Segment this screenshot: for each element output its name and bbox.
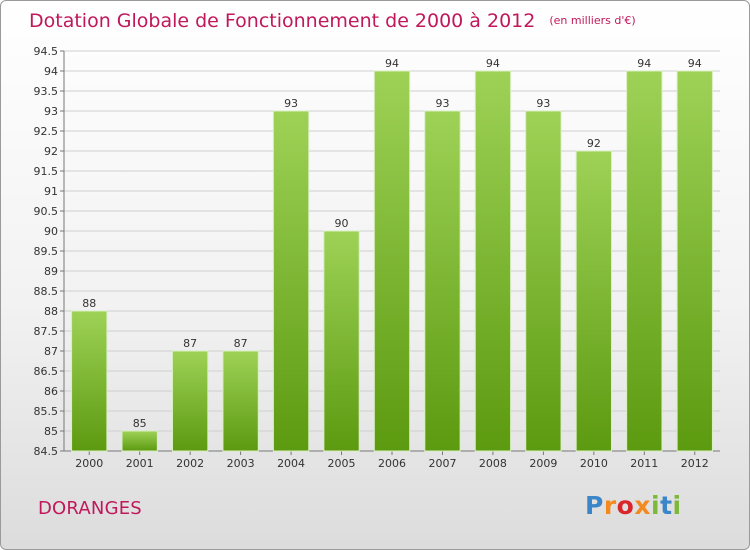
y-tick-label: 90 [44,225,58,238]
bar-2008 [474,70,512,452]
y-tick-label: 88.5 [34,285,59,298]
bar-2007 [424,110,461,452]
bar-2005 [323,230,360,452]
chart-unit: (en milliers d'€) [549,14,636,27]
x-tick-label: 2000 [75,457,103,470]
data-label-2005: 90 [335,217,349,230]
x-tick-label: 2012 [681,457,709,470]
x-tick-label: 2007 [428,457,456,470]
data-label-2010: 92 [587,137,601,150]
bar-2006 [373,70,411,452]
y-tick-label: 86.5 [34,365,59,378]
bar-2002 [171,350,209,452]
y-tick-label: 84.5 [34,445,59,458]
commune-name: DORANGES [38,498,142,519]
y-tick-label: 91.5 [34,165,59,178]
bar-2009 [525,110,562,452]
bar-2011 [626,70,663,452]
y-tick-label: 89 [44,265,58,278]
bar-2000 [71,310,108,452]
data-label-2012: 94 [688,57,702,70]
data-label-2000: 88 [82,297,96,310]
bar-2004 [272,110,310,452]
data-label-2003: 87 [234,337,248,350]
y-tick-label: 91 [44,185,58,198]
y-tick-label: 93.5 [34,85,59,98]
y-tick-label: 88 [44,305,58,318]
x-tick-label: 2001 [126,457,154,470]
bar-2001 [121,430,158,452]
data-label-2006: 94 [385,57,399,70]
data-label-2008: 94 [486,57,500,70]
y-tick-label: 89.5 [34,245,59,258]
bar-2003 [222,350,259,452]
data-label-2004: 93 [284,97,298,110]
bars [71,70,713,452]
x-tick-label: 2004 [277,457,305,470]
chart-title: Dotation Globale de Fonctionnement de 20… [29,10,636,32]
x-tick-label: 2011 [630,457,658,470]
x-tick-label: 2006 [378,457,406,470]
chart-title-text: Dotation Globale de Fonctionnement de 20… [29,10,536,32]
x-tick-label: 2009 [529,457,557,470]
data-labels: 88 85 87 87 93 90 94 93 94 93 92 94 94 [82,57,702,430]
y-tick-label: 94.5 [34,45,59,58]
data-label-2001: 85 [133,417,147,430]
data-label-2011: 94 [637,57,651,70]
axes: 84.5 85 85.5 86 86.5 87 87.5 88 88.5 89 89.5 90 90.5… [34,45,720,470]
x-tick-label: 2005 [328,457,356,470]
data-label-2007: 93 [435,97,449,110]
y-tick-label: 87 [44,345,58,358]
x-tick-label: 2008 [479,457,507,470]
y-tick-label: 93 [44,105,58,118]
bar-2012 [676,70,713,452]
y-tick-label: 90.5 [34,205,59,218]
data-label-2002: 87 [183,337,197,350]
y-tick-label: 85 [44,425,58,438]
y-tick-label: 94 [44,65,58,78]
y-tick-label: 85.5 [34,405,59,418]
y-tick-label: 87.5 [34,325,59,338]
data-label-2009: 93 [536,97,550,110]
y-tick-label: 92 [44,145,58,158]
proxiti-logo: Proxiti [585,491,682,520]
y-tick-label: 92.5 [34,125,59,138]
y-tick-label: 86 [44,385,58,398]
x-tick-label: 2010 [580,457,608,470]
x-tick-label: 2003 [227,457,255,470]
bar-2010 [575,150,613,452]
x-tick-label: 2002 [176,457,204,470]
